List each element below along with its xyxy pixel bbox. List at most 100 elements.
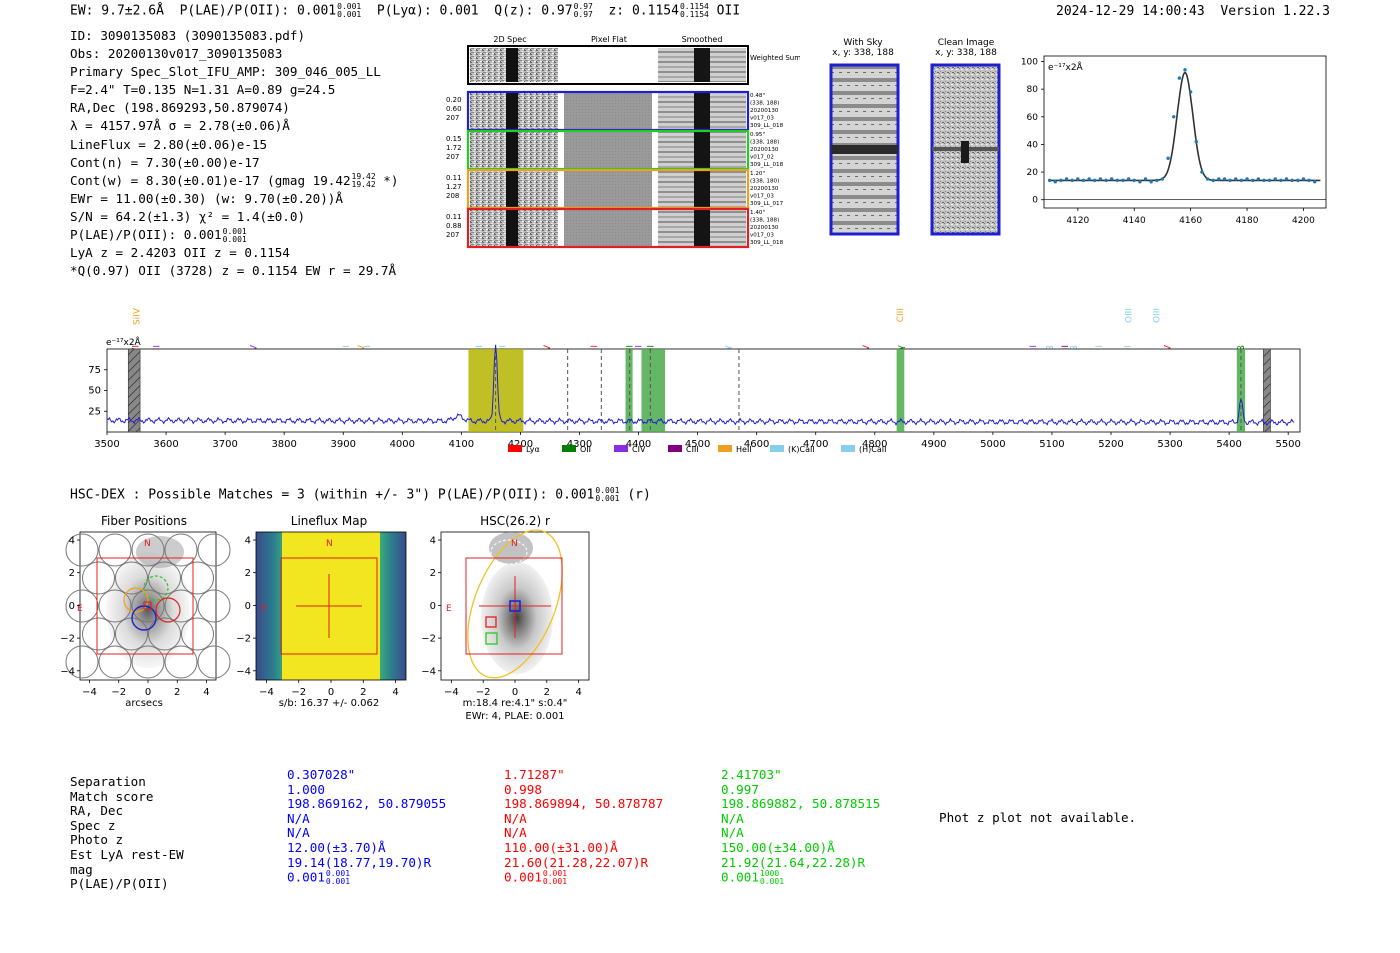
zoom-data-point [1200,170,1204,174]
with-sky-title: With Sky x, y: 338, 188 [832,38,894,58]
header-summary: EW: 9.7±2.6Å P(LAE)/P(OII): 0.001 0.001 0.… [70,3,740,19]
panel-xtick: 0 [145,687,151,698]
panel-ytick: 0 [430,601,436,612]
match-col-1: 0.307028" 1.000 198.869162, 50.879055 N/… [287,767,447,887]
col-title-2dspec: 2D Spec [493,35,526,44]
fiber-circle [197,589,231,623]
fiber-circle [131,589,165,623]
header-z-range: 0.1154 0.1154 [679,2,709,19]
cutout-weight-4-3: 207 [446,231,459,239]
fiber-circle [98,533,132,567]
cutout-meta-2-3: 20200130 [750,147,779,153]
hsc-summary: HSC-DEX : Possible Matches = 3 (within +… [70,486,651,503]
zoom-data-point [1262,178,1266,183]
legend-swatch [841,445,855,452]
zoom-data-point [1205,177,1210,181]
cutout-meta-1-4: v017_03 [750,116,774,122]
spectral-line-label: OIII [1125,308,1135,323]
match-3-ew: 150.00(±34.00)Å [721,839,835,855]
zoom-xtick: 4180 [1236,216,1259,226]
zoom-data-point [1279,178,1283,183]
hsc-panels: Fiber Positions N E Lineflux Map N E HSC… [60,514,590,722]
hsc-summary-range: 0.001 0.001 [595,486,620,503]
panel-caption-hsc: m:18.4 re:4.1" s:0.4" [463,698,568,709]
info-sn: S/N = 64.2(±1.3) χ² = 1.4(±0.0) [70,208,306,224]
spectrum-ytick: 25 [88,406,101,417]
detection-info: ID: 3090135083 (3090135083.pdf) Obs: 202… [70,27,398,280]
zoom-data-point [1155,178,1159,183]
zoom-data-point [1081,178,1086,183]
spectrum-xtick: 4900 [921,439,946,450]
zoom-data-point [1245,177,1249,181]
zoom-data-point [1183,68,1187,72]
info-id: ID: 3090135083 (3090135083.pdf) [70,28,306,43]
zoom-data-point [1239,178,1244,183]
zoom-xtick: 4120 [1066,216,1089,226]
spectrum-xtick: 5300 [1157,439,1182,450]
zoom-data-point [1256,177,1261,181]
legend-swatch [562,445,576,452]
spectrum-xtick: 5200 [1098,439,1123,450]
match-2-radec: 198.869894, 50.878787 [504,796,664,812]
lineflux-map-panel: N E [255,531,407,681]
match-1-radec: 198.869162, 50.879055 [287,796,447,812]
header-qz: Q(z): 0.97 [494,3,573,19]
cutout-weight-4-2: 0.88 [446,222,462,230]
match-1-plae: 0.001 0.001 0.001 [287,869,351,887]
panel-ytick: −4 [421,666,436,677]
panel-title-lineflux: Lineflux Map [291,514,367,528]
legend-swatch [718,445,732,452]
panel-ytick: 0 [245,601,251,612]
spectrum-shaded-band [641,349,666,432]
zoom-data-point [1109,177,1114,181]
panel-xtick: 2 [360,687,366,698]
info-contw: Cont(w) = 8.30(±0.01)e-17 (gmag 19.42 19.… [70,172,399,190]
fiber-circle [197,533,231,567]
legend-label: HeII [736,445,752,454]
zoom-data-point [1273,177,1277,181]
label-match-score: Match score [70,788,154,804]
panel-title-fiber: Fiber Positions [101,514,187,528]
panel-ytick: 4 [430,536,436,547]
line-fit-chart: e⁻¹⁷x2Å 0 20 40 60 80 100 4120 4140 4160 4180 420… [1021,55,1327,226]
version: Version 1.22.3 [1220,4,1330,19]
zoom-data-point [1284,177,1289,181]
zoom-data-point [1307,178,1311,183]
zoom-data-point [1087,177,1091,181]
header-plae: P(LAE)/P(OII): 0.001 [179,3,337,19]
zoom-data-point [1143,177,1148,181]
hsc-east: E [446,604,452,614]
cutout-meta-1-1: 0.48" [750,93,765,99]
label-photoz: Photo z [70,832,124,848]
spectrum-xtick: 4000 [390,439,415,450]
match-2-mag: 21.60(21.28,22.07)R [504,854,649,870]
label-radec: RA, Dec [70,803,124,819]
spectrum-xtick: 3900 [331,439,356,450]
spectrum-ytick: 50 [88,386,101,397]
info-primary: Primary Spec_Slot_IFU_AMP: 309_046_005_L… [70,64,381,80]
panel-ytick: −4 [236,666,251,677]
hsc-north: N [511,539,518,549]
cutout-weight-4-1: 0.11 [446,213,462,221]
spectral-line-label: OIII [1152,308,1162,323]
cutout-meta-2-5: 309_LL_018 [750,162,784,168]
match-3-photoz: N/A [721,825,744,841]
zoom-data-point [1188,90,1193,94]
timestamp: 2024-12-29 14:00:43 [1056,4,1205,19]
zoom-xtick: 4160 [1179,216,1202,226]
hsc-r-panel: N E [440,529,590,681]
spectrum-xtick: 3600 [153,439,178,450]
match-2-specz: N/A [504,810,527,826]
cutout-meta-3-5: 309_LL_017 [750,201,784,207]
legend-label: (K)CaII [788,445,815,454]
panel-ytick: −4 [60,666,75,677]
panel-xtick: 2 [174,687,180,698]
cutout-weight-2-1: 0.15 [446,135,462,143]
panel-caption-lineflux: s/b: 16.37 +/- 0.062 [279,698,379,709]
zoom-data-point [1126,177,1131,181]
match-2-photoz: N/A [504,825,527,841]
legend-label: (H)CaII [859,445,886,454]
fiber-circle [98,645,132,679]
fiber-circle [148,617,181,651]
